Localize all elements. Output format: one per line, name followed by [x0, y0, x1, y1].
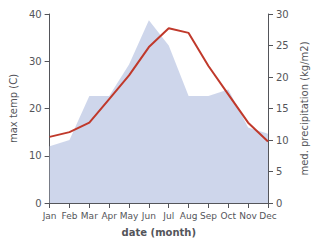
svg-text:med. precipitation (kg/m2): med. precipitation (kg/m2): [299, 41, 310, 175]
svg-text:Feb: Feb: [62, 211, 78, 221]
svg-text:10: 10: [276, 135, 289, 146]
svg-text:date (month): date (month): [122, 227, 196, 238]
svg-text:30: 30: [29, 56, 42, 67]
svg-text:max temp (C): max temp (C): [8, 74, 19, 143]
svg-text:25: 25: [276, 40, 289, 51]
svg-text:Nov: Nov: [239, 211, 257, 221]
svg-text:Oct: Oct: [221, 211, 237, 221]
svg-text:Aug: Aug: [180, 211, 198, 221]
svg-text:Mar: Mar: [81, 211, 98, 221]
svg-text:0: 0: [35, 198, 41, 209]
svg-text:40: 40: [29, 9, 42, 20]
svg-text:15: 15: [276, 103, 289, 114]
svg-text:10: 10: [29, 150, 42, 161]
svg-text:Jan: Jan: [42, 211, 57, 221]
svg-text:Sep: Sep: [200, 211, 217, 221]
svg-text:Apr: Apr: [101, 211, 117, 221]
svg-text:20: 20: [29, 103, 42, 114]
svg-text:0: 0: [276, 198, 282, 209]
svg-text:Dec: Dec: [259, 211, 276, 221]
svg-text:Jul: Jul: [162, 211, 174, 221]
svg-text:Jun: Jun: [141, 211, 156, 221]
svg-text:20: 20: [276, 72, 289, 83]
svg-text:30: 30: [276, 9, 289, 20]
svg-text:5: 5: [276, 166, 282, 177]
svg-text:May: May: [120, 211, 139, 221]
